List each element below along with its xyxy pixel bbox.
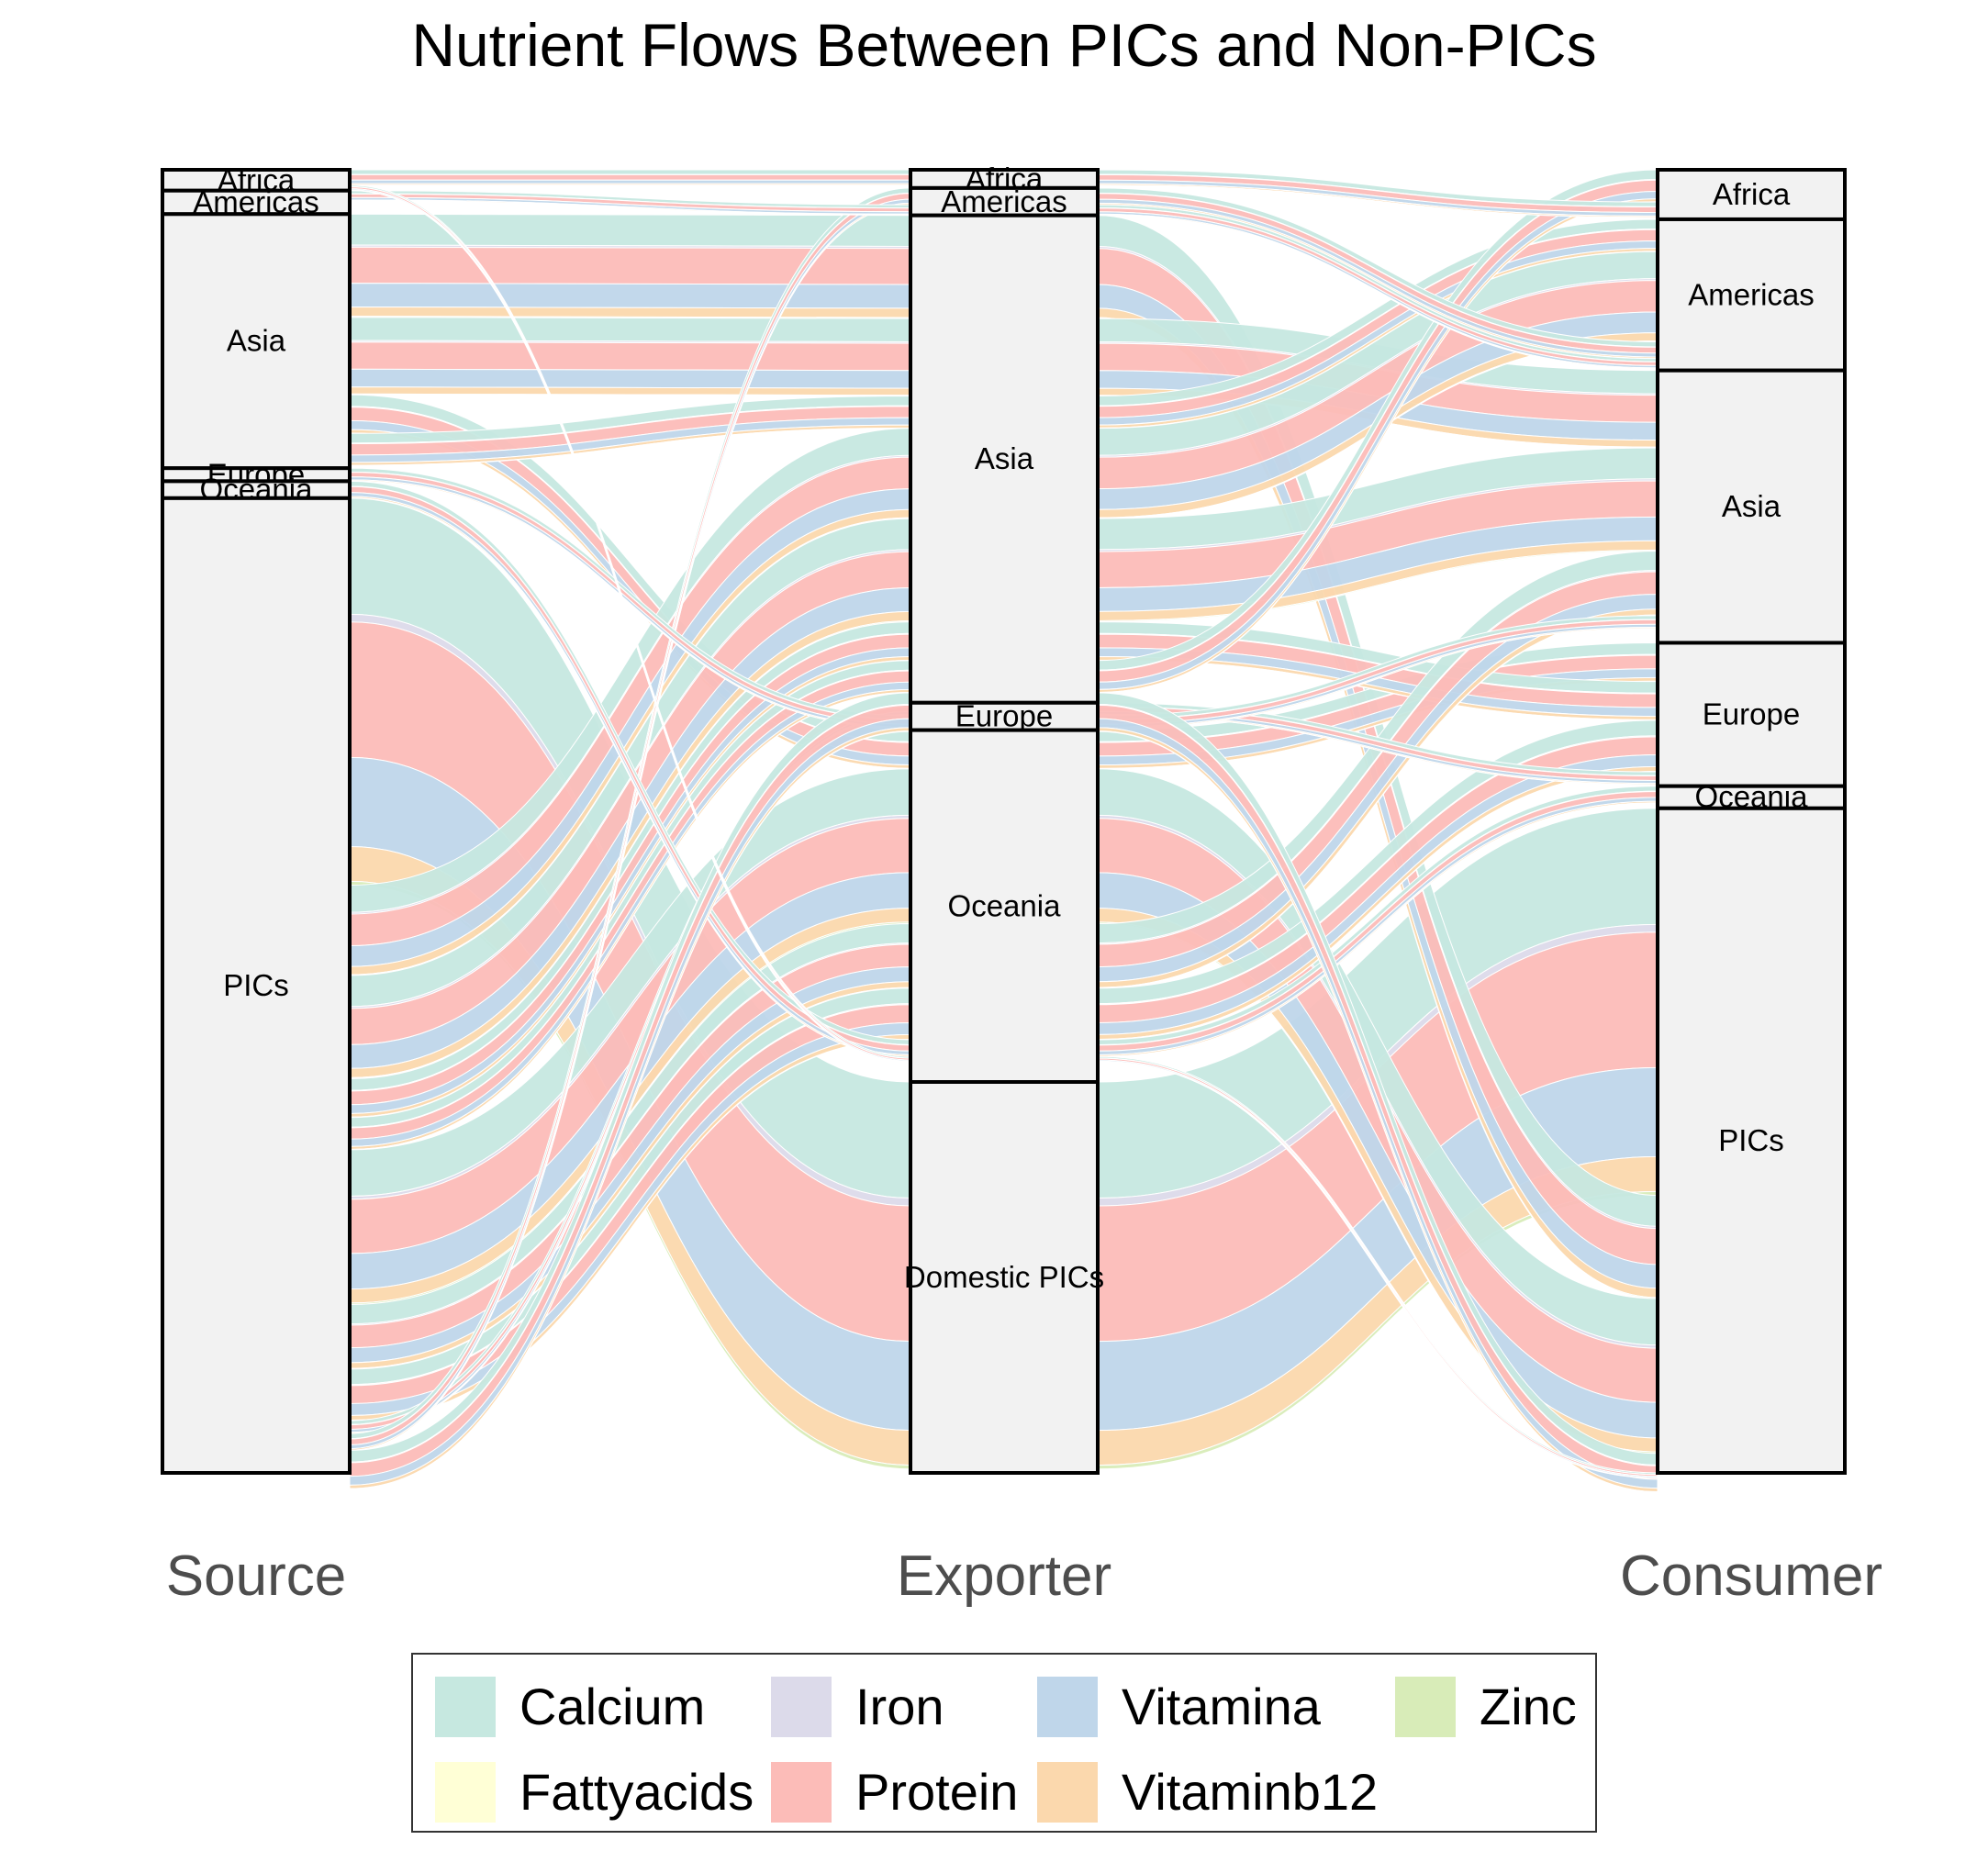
- flow-band-protein-left-1: [349, 246, 911, 285]
- flow-band-zinc-right-18: [1097, 730, 1659, 1493]
- legend-swatch-calcium: [435, 1677, 496, 1737]
- flow-band-vitamina-left-1: [349, 283, 911, 309]
- stratum-consumer-pics: [1656, 806, 1847, 1475]
- legend-swatch-vitamina: [1037, 1677, 1098, 1737]
- legend-swatch-fattyacids: [435, 1762, 496, 1823]
- stratum-label: Europe: [1703, 697, 1800, 731]
- legend-swatch-iron: [771, 1677, 832, 1737]
- stratum-label: PICs: [223, 968, 289, 1002]
- stratum-exporter-europe: [909, 700, 1100, 732]
- stratum-label: Europe: [955, 699, 1053, 733]
- stratum-label: Domestic PICs: [904, 1260, 1104, 1294]
- flow-band-vitamina-left-2: [349, 368, 911, 389]
- legend: Calcium Iron Vitamina Zinc Fattyacids Protein…: [411, 1653, 1597, 1833]
- stratum-label: Asia: [1722, 489, 1781, 523]
- stratum-source-pics: [161, 496, 352, 1476]
- flow-band-protein-left-15: [349, 193, 911, 213]
- axis-label-source: Source: [166, 1544, 346, 1608]
- legend-label-fattyacids: Fattyacids: [519, 1763, 754, 1821]
- legend-label-vitaminb12: Vitaminb12: [1122, 1763, 1378, 1821]
- flow-band-zinc-right-19: [1097, 1061, 1659, 1479]
- stratum-label: Asia: [227, 324, 286, 358]
- flow-band-protein-left-2: [349, 341, 911, 372]
- legend-swatch-protein: [771, 1762, 832, 1823]
- flows-layer: [349, 169, 1659, 1493]
- stratum-label: Americas: [1688, 277, 1815, 311]
- stratum-consumer-americas: [1656, 217, 1847, 373]
- stratum-consumer-africa: [1656, 168, 1847, 221]
- flow-band-protein-left-14: [349, 173, 911, 181]
- stratum-exporter-asia: [909, 213, 1100, 705]
- stratum-exporter-americas: [909, 185, 1100, 217]
- flow-band-vitaminb12-left-1: [349, 307, 911, 318]
- flow-band-calcium-left-2: [349, 317, 911, 342]
- stratum-label: Asia: [975, 441, 1034, 475]
- stratum-label: Africa: [1713, 177, 1791, 211]
- legend-label-calcium: Calcium: [519, 1678, 705, 1735]
- axis-label-exporter: Exporter: [897, 1544, 1111, 1608]
- chart-title: Nutrient Flows Between PICs and Non-PICs: [411, 11, 1596, 79]
- stratum-consumer-europe: [1656, 641, 1847, 788]
- stratum-exporter-domestic-pics: [909, 1080, 1100, 1475]
- stratum-source-americas: [161, 188, 352, 217]
- stratum-exporter-oceania: [909, 728, 1100, 1084]
- axis-label-consumer: Consumer: [1620, 1544, 1882, 1608]
- stratum-label: Americas: [941, 184, 1067, 218]
- stratum-source-asia: [161, 212, 352, 471]
- stratum-label: PICs: [1718, 1123, 1784, 1157]
- flow-band-calcium-left-14: [349, 169, 911, 175]
- legend-label-vitamina: Vitamina: [1122, 1678, 1322, 1735]
- legend-swatch-zinc: [1395, 1677, 1456, 1737]
- legend-swatch-vitaminb12: [1037, 1762, 1098, 1823]
- stratum-label: Oceania: [948, 888, 1062, 922]
- flow-band-vitamina-left-14: [349, 179, 911, 184]
- legend-label-zinc: Zinc: [1480, 1678, 1577, 1735]
- legend-label-iron: Iron: [855, 1678, 944, 1735]
- strata-layer: AfricaAmericasAsiaEuropeOceaniaPICsAfric…: [161, 162, 1847, 1476]
- legend-label-protein: Protein: [855, 1763, 1018, 1821]
- axis-labels: Source Exporter Consumer: [166, 1544, 1882, 1608]
- stratum-consumer-asia: [1656, 368, 1847, 645]
